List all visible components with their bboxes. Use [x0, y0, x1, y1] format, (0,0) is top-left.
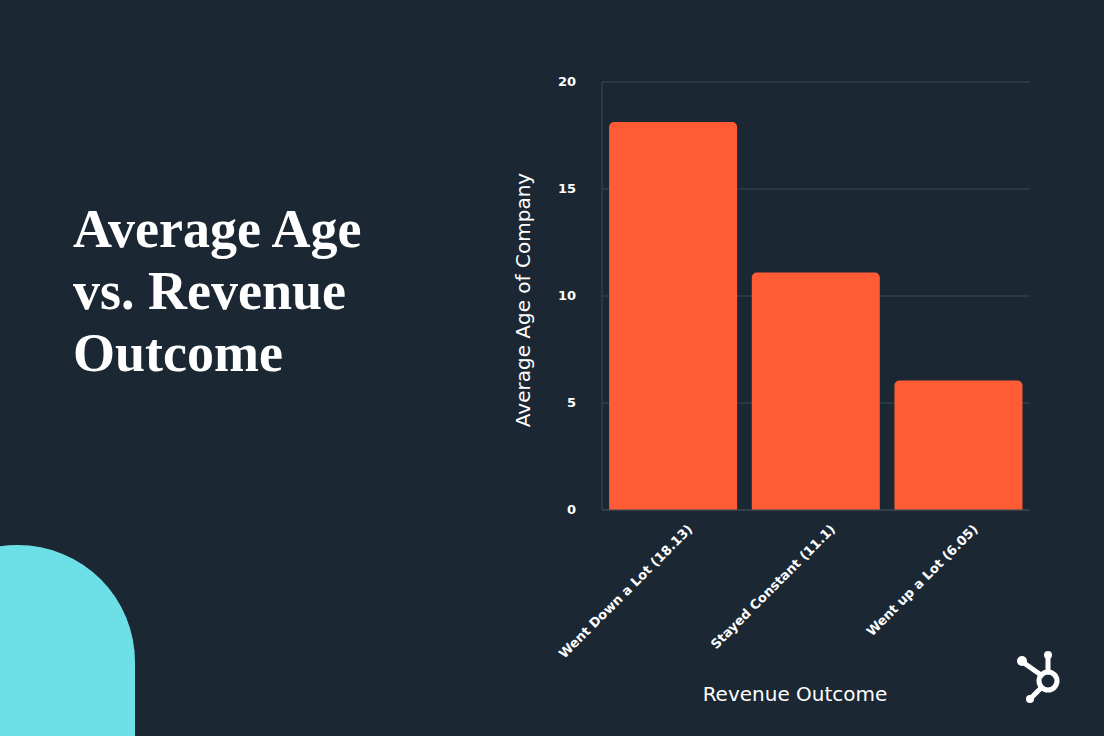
svg-text:Went up a Lot (6.05): Went up a Lot (6.05)	[863, 522, 980, 639]
svg-text:20: 20	[558, 74, 576, 89]
svg-text:0: 0	[567, 502, 576, 517]
html-text:Average Age of Company: Average Age of Company	[511, 172, 535, 428]
html-text:Revenue Outcome: Revenue Outcome	[702, 682, 888, 706]
svg-text:Went Down a Lot (18.13): Went Down a Lot (18.13)	[556, 522, 696, 662]
svg-text:10: 10	[558, 288, 576, 303]
svg-text:5: 5	[567, 395, 576, 410]
html-text:Average Age vs. Revenue Outcom: Average Age vs. Revenue Outcome	[73, 199, 362, 383]
svg-text:15: 15	[558, 181, 576, 196]
svg-text:Stayed Constant (11.1): Stayed Constant (11.1)	[708, 522, 838, 652]
